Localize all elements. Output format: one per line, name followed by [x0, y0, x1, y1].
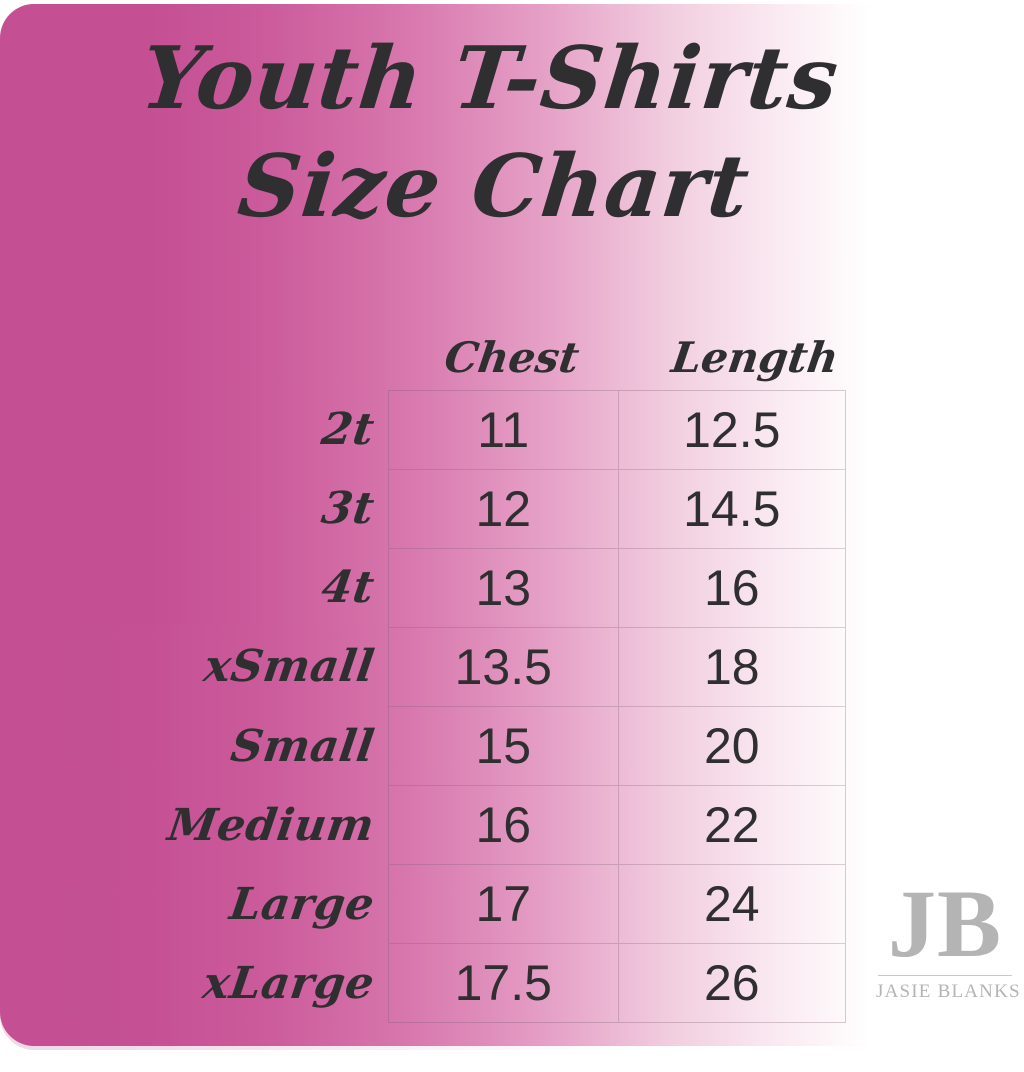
table-row: 13.5 18 — [389, 628, 845, 707]
table-row: 12 14.5 — [389, 470, 845, 549]
size-label: xLarge — [199, 957, 378, 1009]
table-row: 11 12.5 — [389, 391, 845, 470]
cell-length: 18 — [703, 639, 760, 695]
cell-chest: 13 — [389, 549, 619, 627]
cell-chest: 15 — [389, 707, 619, 785]
cell-chest: 12 — [389, 470, 619, 548]
cell-chest: 13.5 — [389, 628, 619, 706]
size-label-column: 2t 3t 4t xSmall Small Medium Large xLarg… — [92, 390, 382, 1023]
column-header-chest: Chest — [441, 333, 583, 382]
cell-length: 12.5 — [683, 402, 781, 458]
size-label: xSmall — [200, 641, 378, 693]
size-label: 3t — [318, 483, 378, 535]
table-row: 15 20 — [389, 707, 845, 786]
cell-chest: 17.5 — [389, 944, 619, 1022]
table-row: 16 22 — [389, 786, 845, 865]
size-label: Medium — [164, 799, 378, 851]
table-row: 13 16 — [389, 549, 845, 628]
size-label: 4t — [318, 562, 378, 614]
size-label: Large — [226, 878, 378, 930]
measurement-table: 11 12.5 12 14.5 13 16 13.5 18 15 20 16 2… — [388, 390, 846, 1023]
column-header-length: Length — [668, 333, 842, 382]
cell-length: 20 — [703, 718, 760, 774]
size-label: 2t — [318, 404, 378, 456]
table-row: 17.5 26 — [389, 944, 845, 1022]
cell-length: 24 — [703, 876, 760, 932]
cell-chest: 16 — [389, 786, 619, 864]
table-row: 17 24 — [389, 865, 845, 944]
cell-length: 22 — [703, 797, 760, 853]
cell-length: 26 — [703, 955, 760, 1011]
size-label: Small — [227, 720, 378, 772]
cell-length: 14.5 — [683, 481, 781, 537]
cell-chest: 11 — [389, 391, 619, 469]
cell-chest: 17 — [389, 865, 619, 943]
cell-length: 16 — [703, 560, 760, 616]
